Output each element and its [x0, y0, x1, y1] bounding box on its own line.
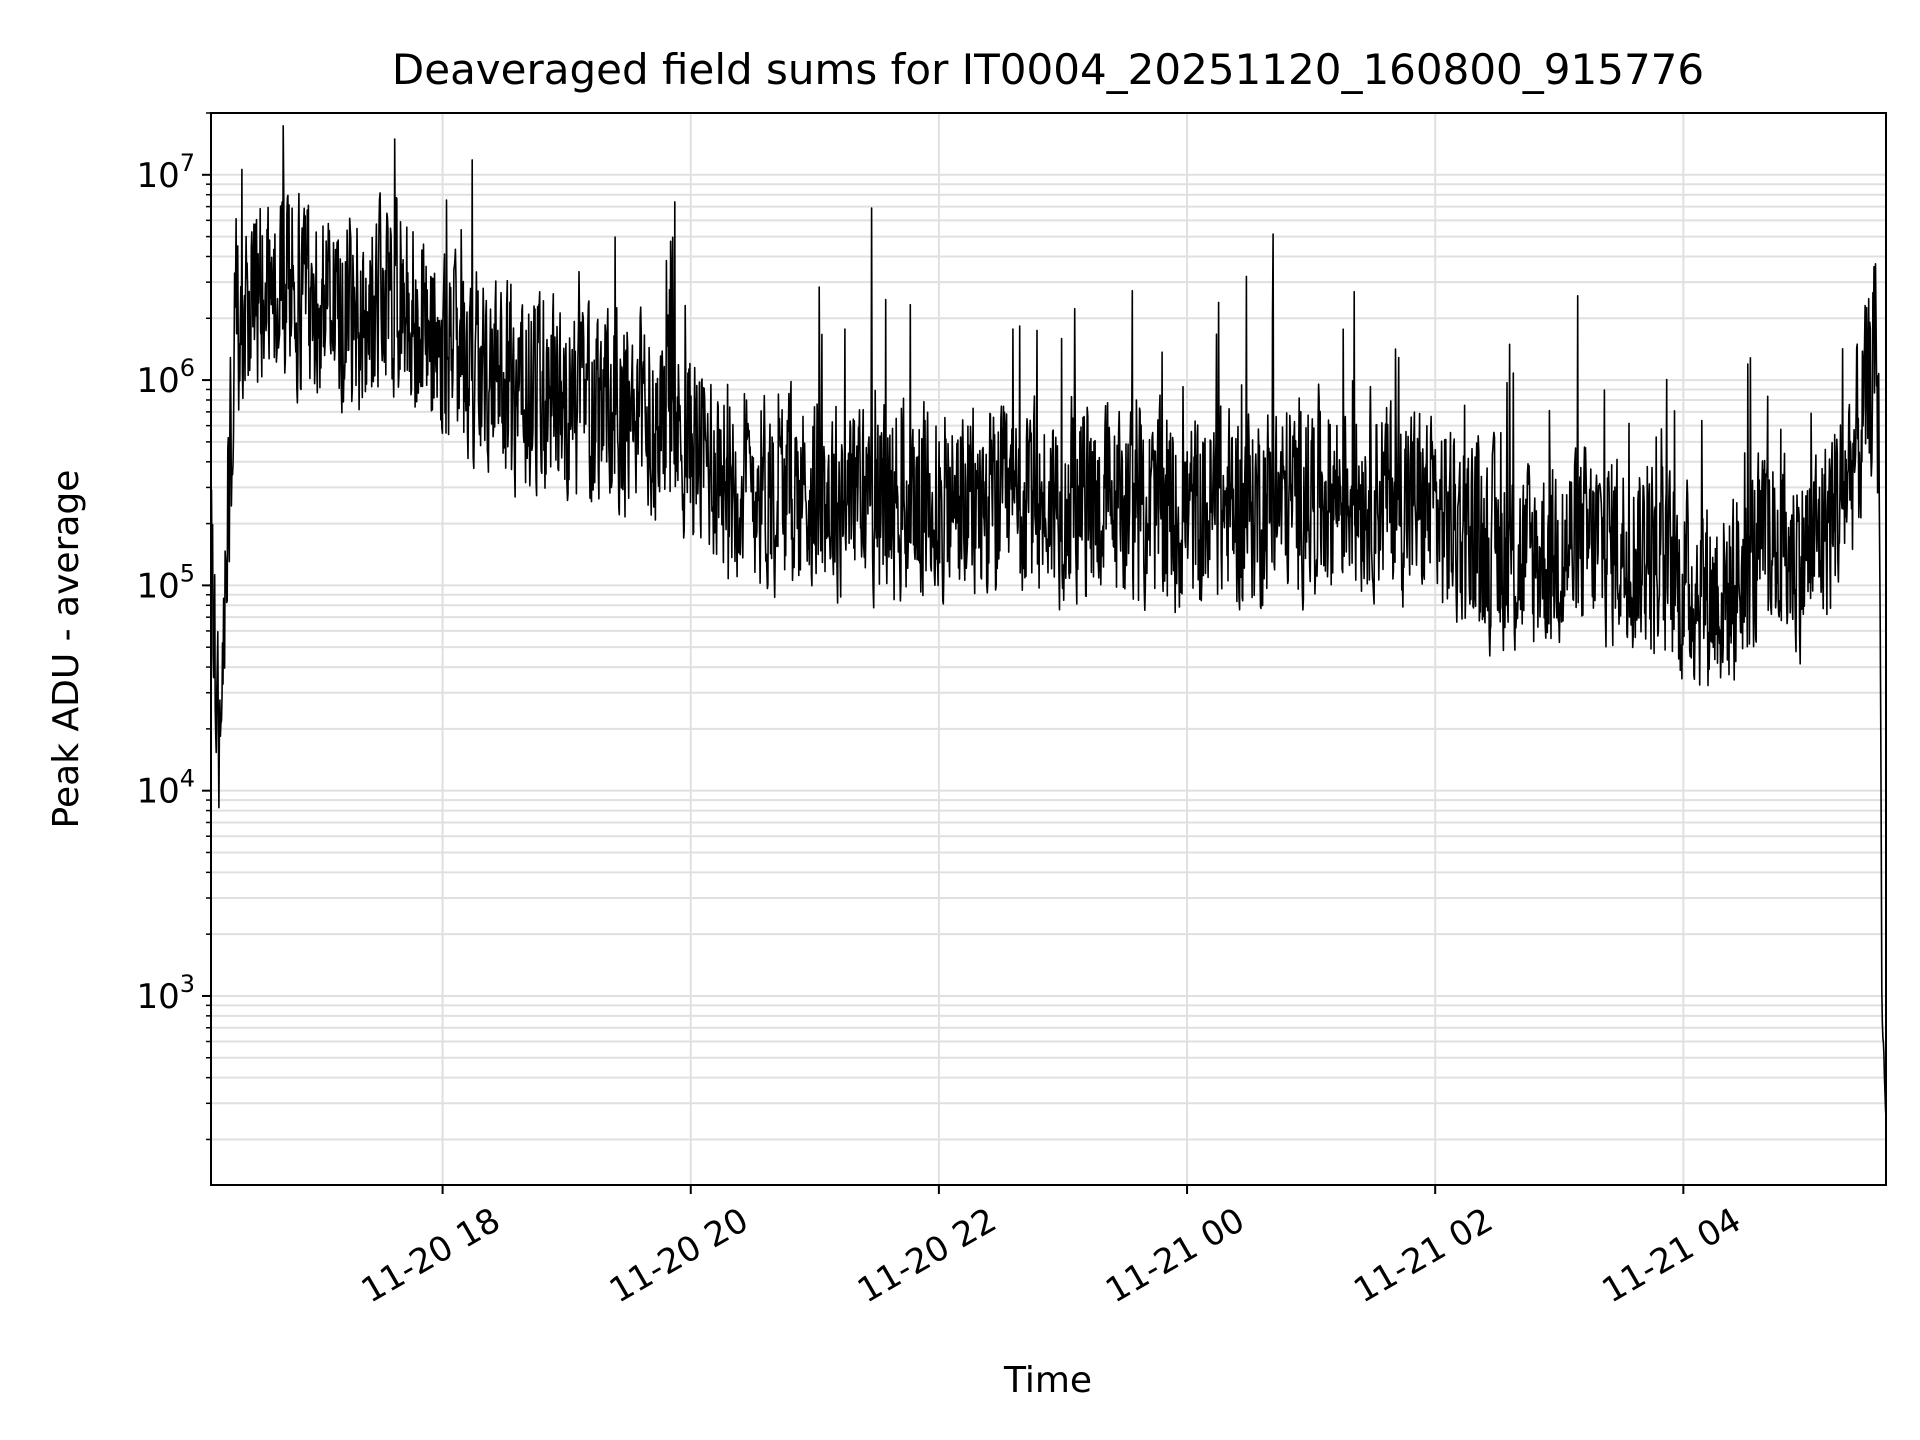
y-tick-label-0: 103 — [136, 970, 195, 1017]
plot-frame — [210, 112, 1887, 1186]
x-axis-label: Time — [1003, 1360, 1092, 1401]
y-axis-ticks: 103 104 105 106 107 — [136, 112, 211, 1141]
chart-title: Deaveraged field sums for IT0004_2025112… — [392, 45, 1704, 94]
series-line-0 — [210, 125, 1887, 1118]
y-tick-label-3: 106 — [136, 354, 195, 401]
y-tick-label-1: 104 — [136, 765, 195, 812]
y-axis-label: Peak ADU - average — [46, 470, 87, 829]
y-tick-label-2: 105 — [136, 559, 195, 606]
series-layer — [210, 125, 1887, 1118]
y-tick-label-4: 107 — [136, 149, 195, 196]
